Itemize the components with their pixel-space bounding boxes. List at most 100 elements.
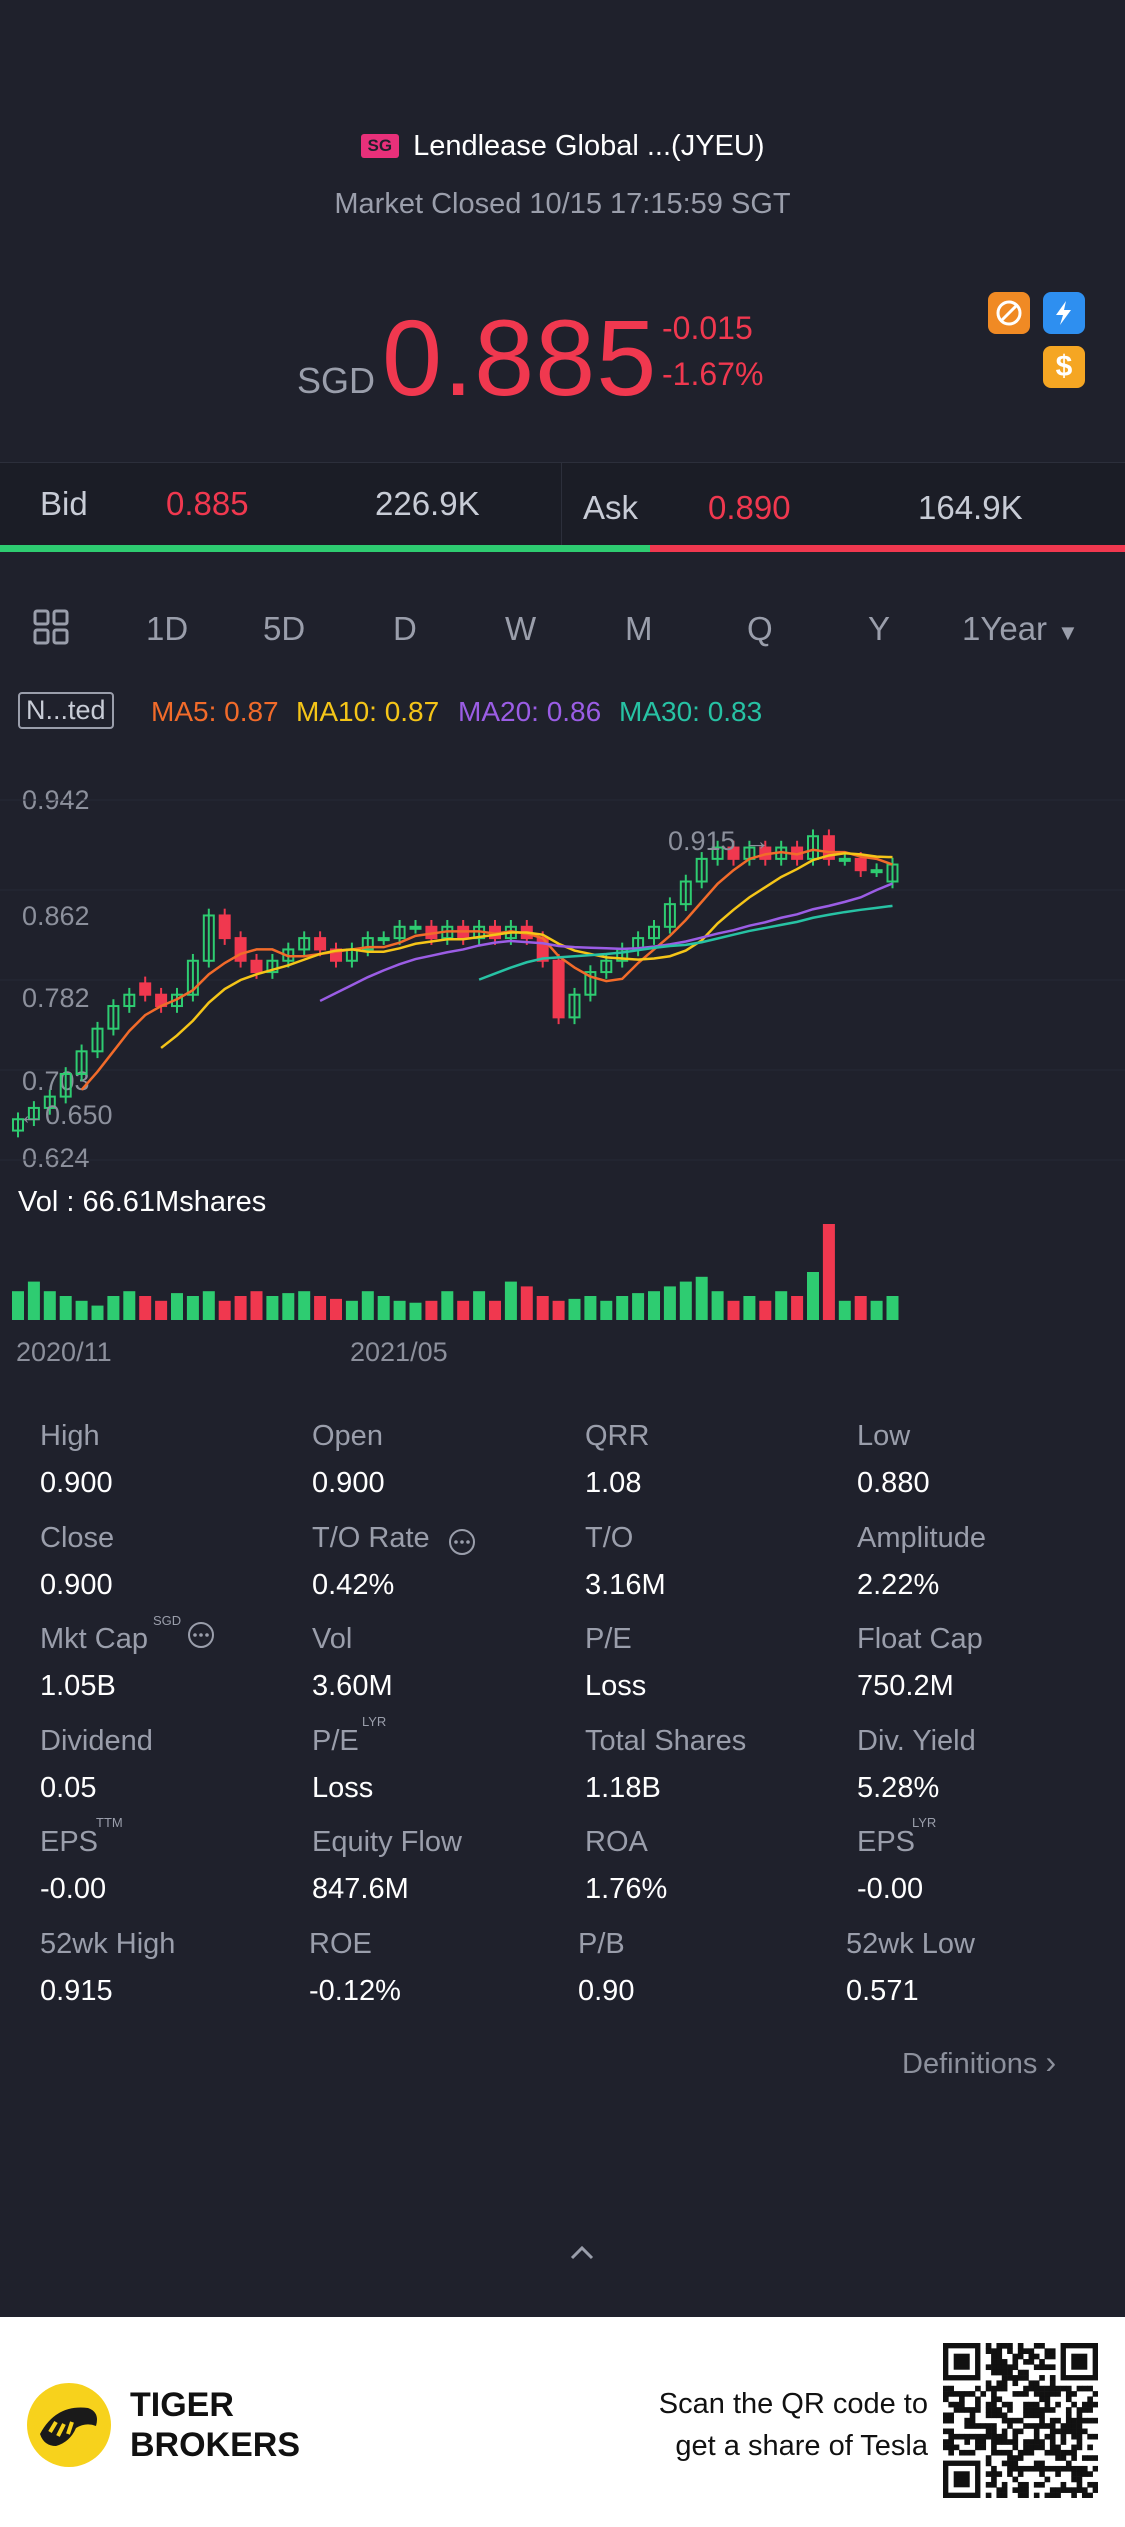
qr-module: [1023, 2375, 1029, 2381]
qr-module: [1023, 2391, 1029, 2397]
tab-month[interactable]: M: [625, 610, 653, 647]
candle: [202, 914, 215, 962]
qr-module: [1033, 2433, 1040, 2440]
tab-5d[interactable]: 5D: [263, 610, 306, 647]
qr-module: [975, 2385, 981, 2392]
volume-bar: [202, 1291, 215, 1320]
qr-module: [1012, 2364, 1019, 2371]
candle: [107, 1005, 120, 1030]
candle: [139, 982, 152, 996]
adjust-toggle[interactable]: N...ted: [18, 692, 114, 729]
volume-bar: [775, 1291, 788, 1320]
qr-module: [1001, 2492, 1008, 2498]
qr-module: [1017, 2465, 1024, 2472]
qr-module: [1071, 2433, 1077, 2440]
qr-module: [964, 2433, 971, 2440]
stat-value: 0.900: [40, 1467, 113, 1499]
volume-bar: [886, 1296, 899, 1320]
qr-module: [996, 2353, 1003, 2360]
tab-year[interactable]: Y: [868, 610, 891, 647]
qr-module: [1001, 2359, 1008, 2365]
qr-module: [964, 2391, 971, 2397]
flash-trade-icon[interactable]: [1043, 292, 1085, 334]
stat-label: ROE: [309, 1927, 372, 1960]
definitions-label: Definitions: [902, 2048, 1038, 2080]
eps-ttm-sup: TTM: [96, 1815, 123, 1830]
qr-module: [1017, 2417, 1024, 2424]
y-tick-label: 0.862: [22, 901, 90, 931]
qr-module: [1017, 2353, 1024, 2360]
stat-label: Equity Flow: [312, 1826, 462, 1858]
stat-value: -0.00: [857, 1873, 924, 1905]
qr-module: [1065, 2385, 1072, 2392]
qr-module: [948, 2428, 954, 2435]
qr-module: [1017, 2348, 1024, 2354]
qr-module: [1001, 2369, 1008, 2376]
qr-module: [1049, 2465, 1056, 2472]
qr-module: [1007, 2375, 1013, 2381]
qr-module: [1007, 2364, 1013, 2371]
qr-module: [991, 2407, 997, 2413]
qr-module: [1039, 2359, 1045, 2365]
dollar-icon[interactable]: $: [1043, 346, 1085, 388]
qr-module: [1007, 2449, 1013, 2456]
qr-module: [1060, 2439, 1067, 2445]
volume-bar: [123, 1291, 136, 1320]
qr-module: [1087, 2481, 1093, 2488]
chevron-up-icon[interactable]: [566, 2242, 598, 2267]
qr-module: [948, 2433, 954, 2440]
volume-bar: [91, 1305, 104, 1320]
no-short-icon[interactable]: [988, 292, 1030, 334]
qr-finder: [953, 2353, 970, 2370]
qr-module: [1065, 2407, 1072, 2413]
qr-module: [1017, 2391, 1024, 2397]
candle: [870, 869, 883, 874]
stat-value: 0.900: [312, 1467, 385, 1499]
candle: [568, 993, 581, 1019]
qr-code[interactable]: [943, 2343, 1098, 2498]
qr-module: [1007, 2343, 1013, 2349]
qr-module: [1076, 2417, 1083, 2424]
qr-module: [1033, 2460, 1040, 2467]
tab-day[interactable]: D: [393, 610, 417, 647]
qr-module: [996, 2369, 1003, 2376]
qr-module: [1076, 2476, 1083, 2483]
volume-bar: [600, 1300, 613, 1320]
qr-module: [1017, 2481, 1024, 2488]
volume-bar: [679, 1281, 692, 1320]
qr-module: [1028, 2353, 1035, 2360]
ma5-value: MA5: 0.87: [151, 696, 279, 727]
qr-module: [1076, 2465, 1083, 2472]
tab-quarter[interactable]: Q: [747, 610, 773, 647]
tab-week[interactable]: W: [505, 610, 537, 647]
candle: [250, 959, 263, 974]
qr-module: [1012, 2353, 1019, 2360]
volume-bar: [218, 1300, 231, 1320]
info-circle-icon[interactable]: [186, 1620, 216, 1655]
candle: [854, 857, 867, 872]
candlestick-chart[interactable]: [0, 780, 1125, 1190]
ma10-line: [160, 851, 893, 1049]
tab-1year-selected[interactable]: 1Year ▼: [962, 610, 1079, 648]
tab-1d[interactable]: 1D: [146, 610, 189, 647]
stat-value: 3.60M: [312, 1670, 393, 1702]
qr-module: [991, 2465, 997, 2472]
info-circle-icon[interactable]: [447, 1527, 477, 1562]
qr-module: [1007, 2407, 1013, 2413]
currency-label: SGD: [297, 360, 376, 401]
qr-module: [1039, 2471, 1045, 2477]
definitions-link[interactable]: Definitions ›: [902, 2044, 1056, 2081]
volume-bar: [75, 1300, 88, 1320]
qr-module: [1071, 2455, 1077, 2461]
qr-module: [1071, 2428, 1077, 2435]
grid-icon[interactable]: [32, 608, 72, 653]
stat-label: ROA: [585, 1826, 648, 1858]
candle: [663, 903, 676, 928]
qr-module: [991, 2391, 997, 2397]
qr-module: [991, 2353, 997, 2360]
qr-module: [975, 2439, 981, 2445]
qr-module: [991, 2433, 997, 2440]
qr-module: [959, 2407, 965, 2413]
volume-bar: [59, 1296, 72, 1320]
volume-bar: [584, 1296, 597, 1320]
